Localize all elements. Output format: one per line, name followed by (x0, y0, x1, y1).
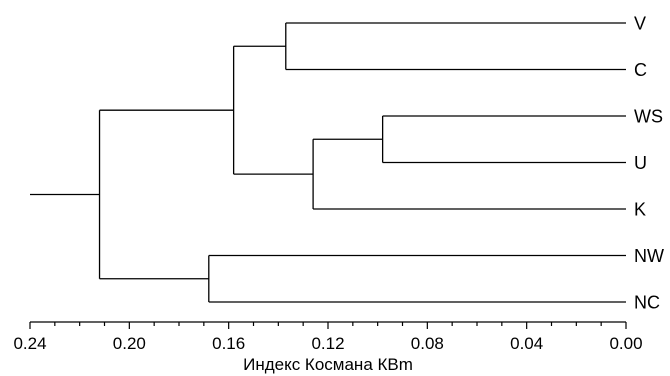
tick-label: 0.16 (212, 334, 245, 353)
tick-label: 0.04 (510, 334, 543, 353)
leaf-label-nw: NW (634, 246, 664, 266)
leaf-label-nc: NC (634, 293, 660, 313)
leaf-label-v: V (634, 14, 646, 34)
leaf-labels: V C WS U K NW NC (634, 14, 664, 313)
tick-label: 0.24 (13, 334, 46, 353)
tick-label: 0.12 (311, 334, 344, 353)
leaf-label-c: C (634, 60, 647, 80)
leaf-label-u: U (634, 153, 647, 173)
x-axis-ticks (29, 322, 627, 329)
dendrogram-links (30, 22, 626, 303)
leaf-label-k: K (634, 200, 646, 220)
tick-label: 0.20 (113, 334, 146, 353)
x-axis: 0.24 0.20 0.16 0.12 0.08 0.04 0.00 (13, 321, 643, 353)
x-axis-tick-labels: 0.24 0.20 0.16 0.12 0.08 0.04 0.00 (13, 334, 642, 353)
leaf-label-ws: WS (634, 107, 663, 127)
x-axis-label: Индекс Космана КВm (243, 355, 413, 374)
tick-label: 0.00 (609, 334, 642, 353)
tick-label: 0.08 (411, 334, 444, 353)
